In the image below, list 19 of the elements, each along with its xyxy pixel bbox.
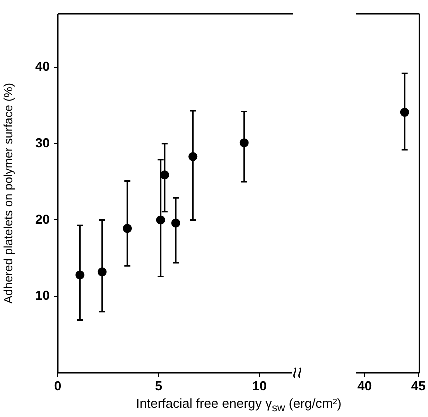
y-tick-label: 30 xyxy=(36,135,50,150)
point xyxy=(240,138,249,148)
x-axis-title: Interfacial free energy γ$_{sw}$ (erg/cm²) xyxy=(135,396,343,415)
point xyxy=(123,224,132,234)
point xyxy=(98,268,107,277)
point xyxy=(160,170,170,180)
point xyxy=(156,216,166,225)
y-tick-label: 20 xyxy=(36,212,50,227)
x-tick-label: 45 xyxy=(411,378,426,394)
x-tick-label: 40 xyxy=(358,378,372,394)
y-axis-title: Adhered platelets on polymer surface (%) xyxy=(2,83,16,304)
point xyxy=(172,218,181,228)
y-tick-label: 40 xyxy=(36,59,50,74)
x-tick-label: 0 xyxy=(54,378,62,394)
point xyxy=(188,152,198,162)
x-tick-label: 10 xyxy=(252,378,267,394)
x-tick-label: 5 xyxy=(155,378,162,394)
point xyxy=(76,270,85,280)
y-tick-label: 10 xyxy=(36,288,50,304)
